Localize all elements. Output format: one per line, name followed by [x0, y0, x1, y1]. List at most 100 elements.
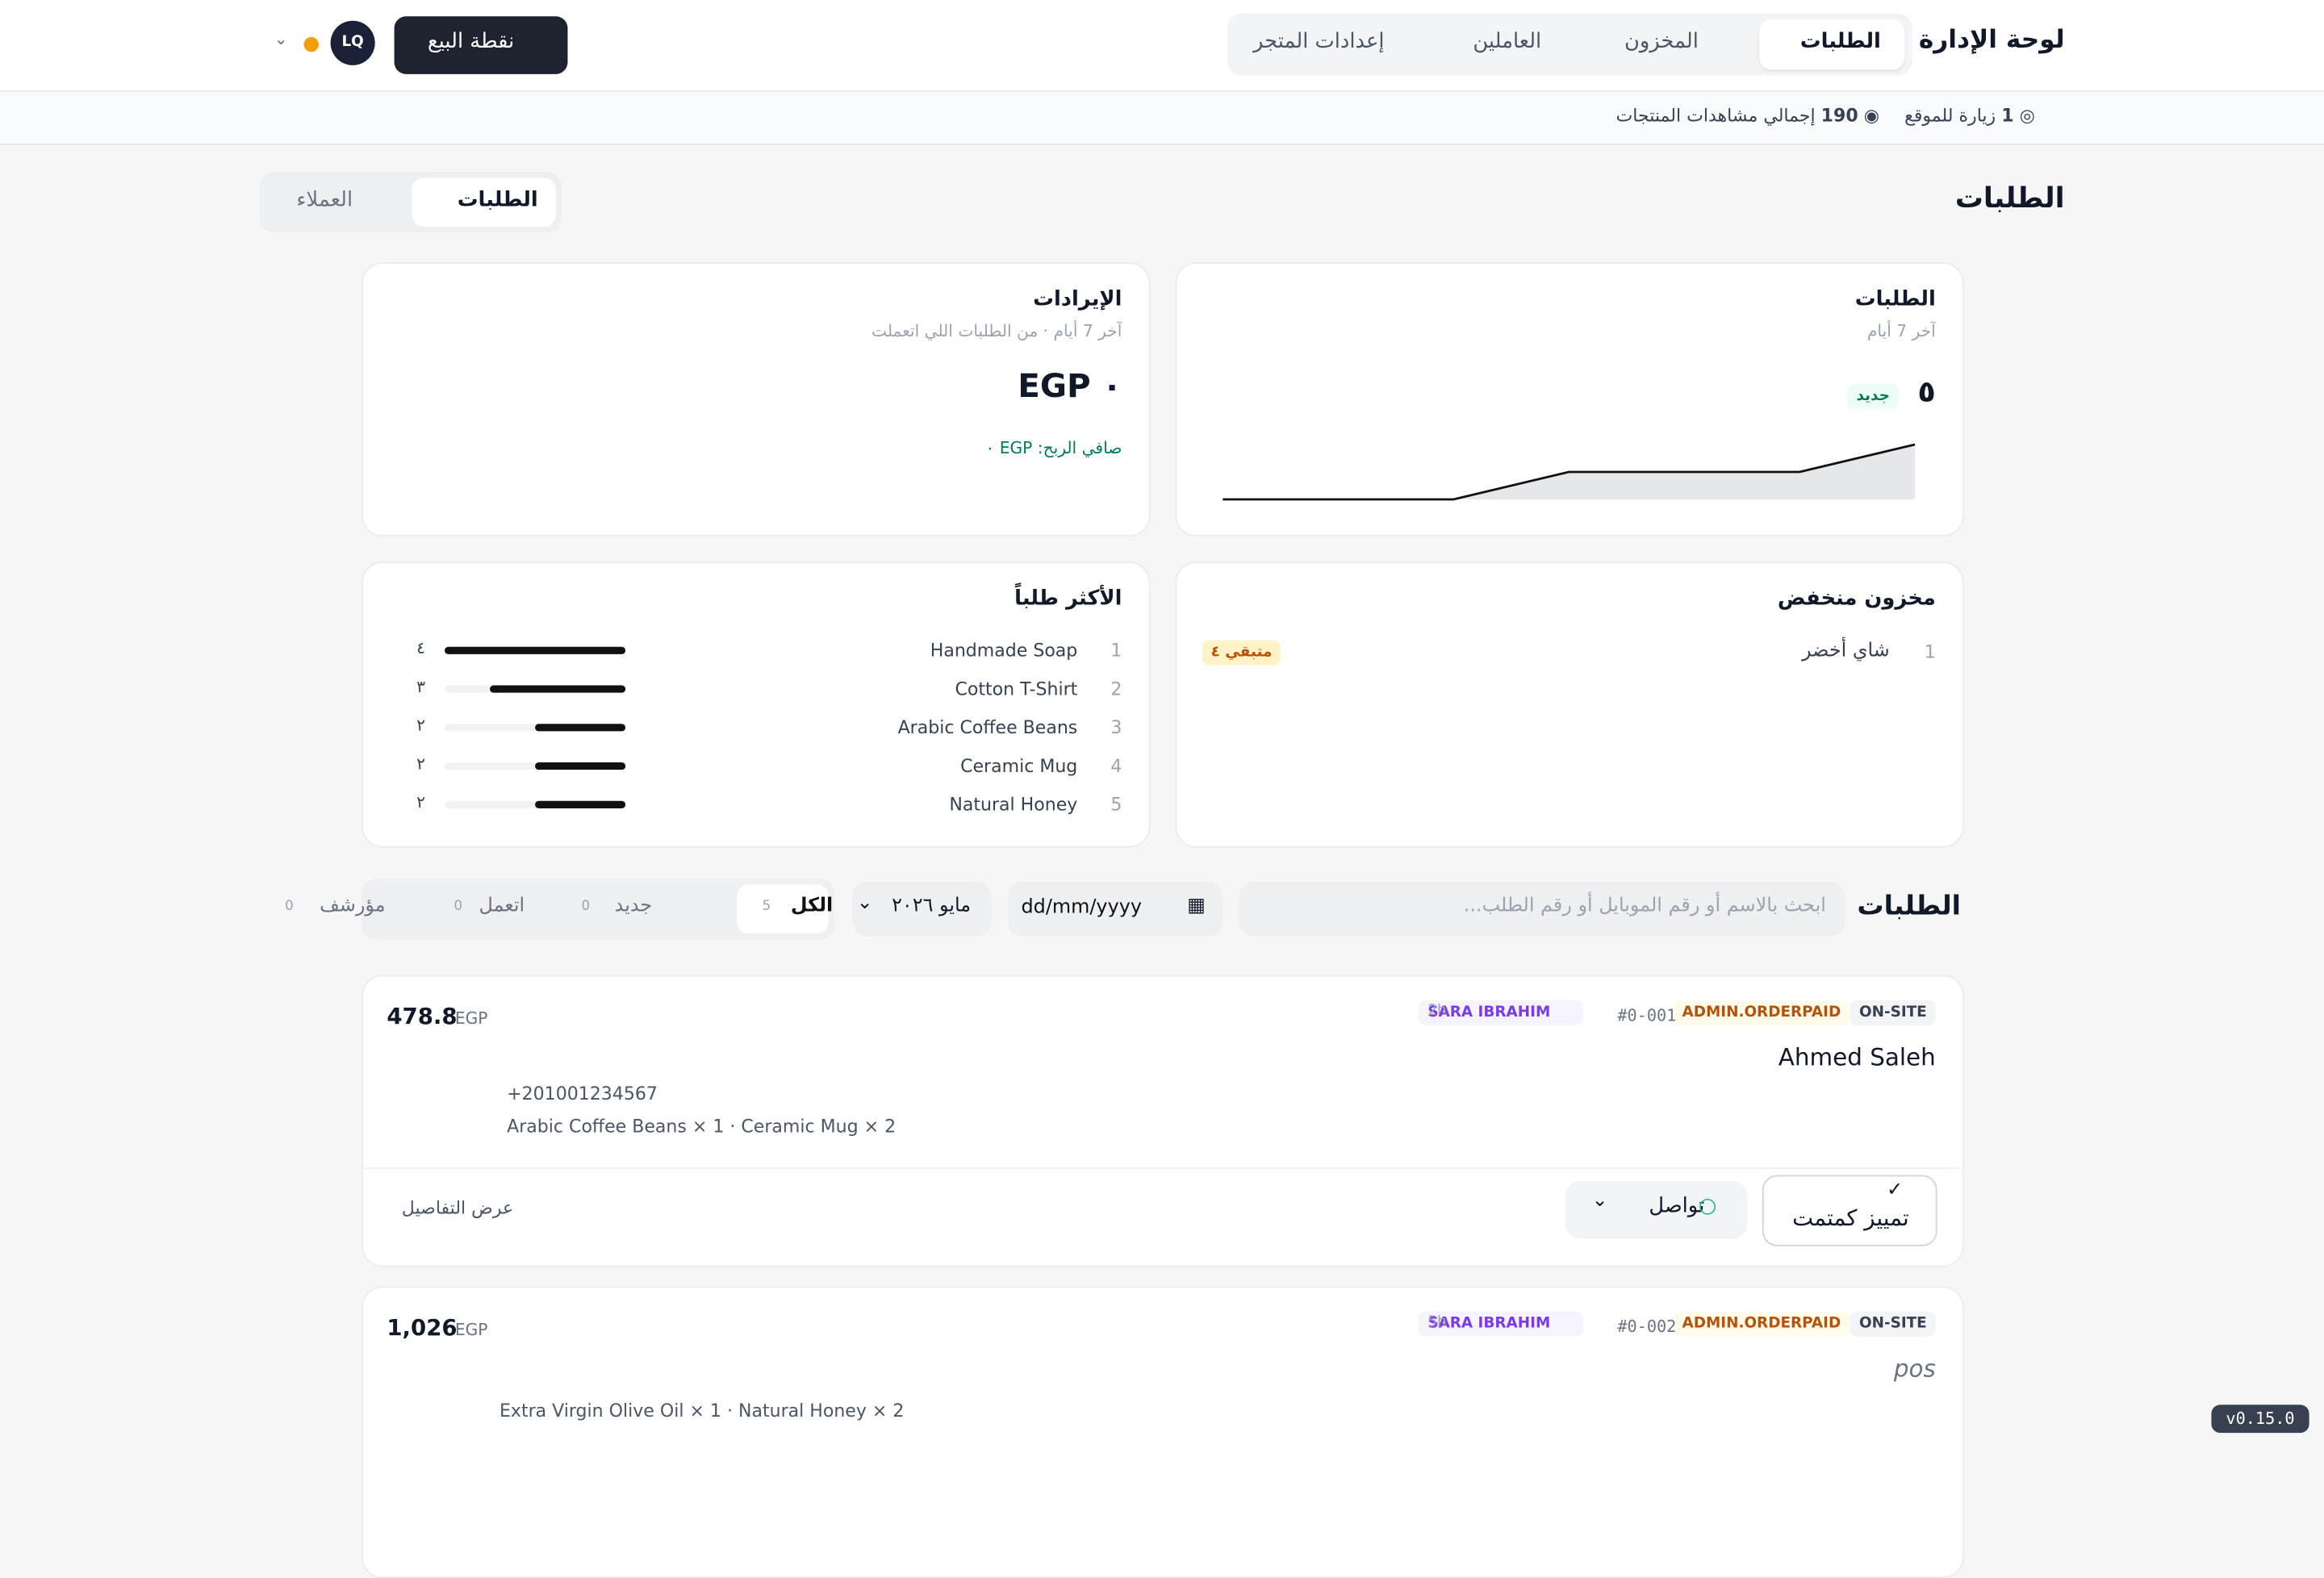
net-profit: صافي الربح: EGP ٠	[985, 438, 1122, 458]
value-label: ٢	[416, 716, 425, 736]
product-name: Natural Honey	[949, 794, 1078, 816]
card-title: الأكثر طلباً	[1014, 587, 1122, 611]
visits-label: زيارة للموقع	[1904, 105, 1996, 127]
rank: 3	[1110, 716, 1122, 738]
contact-label[interactable]: تواصل	[1649, 1194, 1705, 1218]
visits-value: 1	[2001, 105, 2014, 127]
currency: EGP	[454, 1008, 488, 1029]
card-title: الإيرادات	[1033, 287, 1122, 311]
product-name: Cotton T-Shirt	[955, 678, 1078, 699]
total: 478.8	[387, 1003, 458, 1030]
bar	[490, 685, 626, 693]
nav-tab[interactable]: الطلبات	[1799, 29, 1881, 54]
filter-active[interactable]	[736, 884, 829, 934]
time: 5h	[1427, 1314, 1447, 1331]
filter-label[interactable]: اتعمل	[479, 895, 525, 917]
pos-button[interactable]	[394, 16, 568, 74]
views-label: إجمالي مشاهدات المنتجات	[1616, 105, 1816, 127]
date-input[interactable]	[1007, 881, 1223, 937]
chart-layer	[445, 443, 1916, 808]
rank: 4	[1110, 755, 1122, 777]
items: Extra Virgin Olive Oil × 1 · Natural Hon…	[499, 1400, 905, 1421]
nav-tab[interactable]: المخزون	[1624, 29, 1699, 54]
chevron[interactable]: ⌄	[856, 891, 873, 915]
total: 1,026	[387, 1314, 458, 1342]
currency: EGP	[454, 1320, 488, 1340]
stock-badge: متبقي ٤	[1202, 640, 1281, 666]
customer: pos	[1893, 1354, 1936, 1383]
filter-count[interactable]: 0	[454, 899, 463, 915]
avatar[interactable]: LQ	[330, 20, 375, 65]
filter-label[interactable]: جديد	[614, 895, 653, 917]
value-label: ٤	[416, 638, 425, 658]
revenue-card	[362, 262, 1151, 536]
items: Arabic Coffee Beans × 1 · Ceramic Mug × …	[507, 1116, 897, 1137]
rank: 2	[1110, 678, 1122, 699]
card-title: مخزون منخفض	[1777, 587, 1936, 611]
views: ◉ 190 إجمالي مشاهدات المنتجات	[1616, 105, 1879, 127]
value-label: ٢	[416, 754, 425, 774]
item-name: شاي أخضر	[1801, 640, 1890, 663]
chevron[interactable]: ⌄	[274, 29, 288, 49]
tab-active[interactable]	[412, 177, 556, 228]
card-subtitle: آخر 7 أيام	[1866, 321, 1936, 341]
month[interactable]: مايو ٢٠٢٦	[892, 895, 972, 917]
staff-badge: SARA IBRAHIM	[1419, 1311, 1583, 1337]
bar	[445, 646, 626, 654]
staff-badge: SARA IBRAHIM	[1419, 1000, 1583, 1026]
channel-badge: ON-SITE	[1850, 1311, 1936, 1337]
status-badge: ADMIN.ORDERPAID	[1673, 1311, 1850, 1337]
nav-tab[interactable]: العاملين	[1473, 29, 1542, 54]
line	[1223, 443, 1916, 501]
divider	[363, 1167, 1960, 1170]
date-placeholder[interactable]: dd/mm/yyyy	[1021, 896, 1142, 919]
pos-label[interactable]: نقطة البيع	[427, 29, 515, 54]
filter-count[interactable]: 0	[581, 899, 591, 915]
value-label: ٢	[416, 792, 425, 812]
tab[interactable]: العملاء	[296, 188, 353, 212]
chat-icon[interactable]: ○	[1698, 1194, 1717, 1218]
calendar-icon[interactable]: ▦	[1187, 895, 1206, 917]
bar	[535, 800, 626, 808]
tab[interactable]: الطلبات	[457, 188, 538, 212]
filter-count[interactable]: 0	[285, 899, 294, 915]
page-title: الطلبات	[1954, 182, 2065, 215]
search[interactable]	[1239, 881, 1845, 937]
chevron[interactable]: ⌄	[1591, 1189, 1608, 1213]
app-title: لوحة الإدارة	[1918, 25, 2065, 55]
card-title: الطلبات	[1854, 287, 1936, 311]
filter-count[interactable]: 5	[762, 899, 771, 915]
stats-bar	[0, 91, 2324, 146]
search-placeholder[interactable]: ابحث بالاسم أو رقم الموبايل أو رقم الطلب…	[1463, 895, 1826, 917]
list-title: الطلبات	[1857, 890, 1962, 922]
rank: 1	[1110, 640, 1122, 662]
visits: ◎ 1 زيارة للموقع	[1904, 105, 2035, 127]
version: v0.15.0	[2211, 1405, 2309, 1434]
details-link[interactable]: عرض التفاصيل	[401, 1197, 514, 1218]
value-label: ٣	[416, 677, 425, 697]
new-badge: جديد	[1847, 383, 1899, 409]
mark-done-label[interactable]: تمييز كمتمت	[1792, 1204, 1909, 1232]
order-number: #0-001	[1617, 1006, 1677, 1026]
status-badge: ADMIN.ORDERPAID	[1673, 1000, 1850, 1026]
card-subtitle: آخر 7 أيام · من الطلبات اللي اتعملت	[872, 321, 1122, 341]
bar	[535, 724, 626, 732]
month-select[interactable]	[852, 881, 992, 937]
channel-badge: ON-SITE	[1850, 1000, 1936, 1026]
phone: +201001234567	[507, 1083, 658, 1104]
filter-label[interactable]: الكل	[790, 895, 834, 917]
header	[0, 0, 2324, 92]
contact-button[interactable]	[1565, 1180, 1748, 1239]
bar	[535, 762, 626, 770]
filter-label[interactable]: مؤرشف	[320, 895, 386, 917]
low-stock-card	[1175, 561, 1964, 848]
views-value: 190	[1820, 105, 1858, 127]
nav-active[interactable]	[1759, 19, 1905, 70]
check-icon[interactable]: ✓	[1887, 1179, 1904, 1202]
mark-done-button[interactable]	[1762, 1175, 1937, 1246]
nav-tab[interactable]: إعدادات المتجر	[1252, 29, 1385, 54]
time: 2h	[1427, 1003, 1447, 1020]
rank: 1	[1924, 641, 1936, 663]
customer: Ahmed Saleh	[1778, 1043, 1936, 1071]
